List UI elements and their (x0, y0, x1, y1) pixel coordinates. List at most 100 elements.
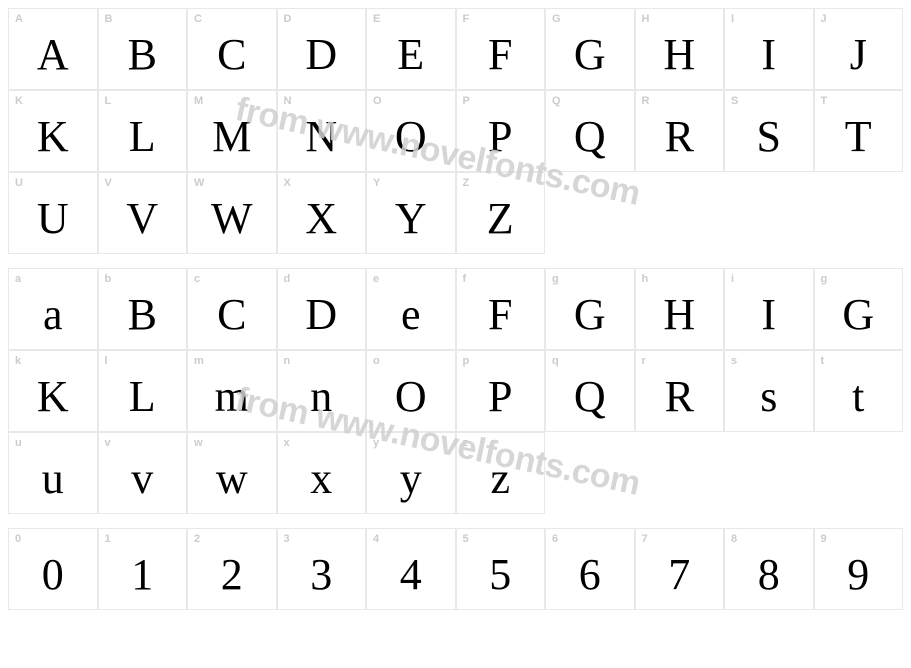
cell-glyph: H (636, 293, 724, 337)
glyph-cell: iI (724, 268, 814, 350)
glyph-cell: GG (545, 8, 635, 90)
glyph-cell: qQ (545, 350, 635, 432)
glyph-cell: mm (187, 350, 277, 432)
glyph-cell: MM (187, 90, 277, 172)
glyph-cell: SS (724, 90, 814, 172)
glyph-cell: 44 (366, 528, 456, 610)
cell-label: e (373, 273, 379, 285)
cell-label: v (105, 437, 111, 449)
glyph-cell: tt (814, 350, 904, 432)
cell-glyph: W (188, 197, 276, 241)
cell-label: r (642, 355, 646, 367)
glyph-cell: pP (456, 350, 546, 432)
cell-glyph: F (457, 33, 545, 77)
cell-label: Q (552, 95, 561, 107)
cell-label: t (821, 355, 825, 367)
cell-glyph: 3 (278, 553, 366, 597)
cell-label: p (463, 355, 470, 367)
cell-glyph: A (9, 33, 97, 77)
glyph-cell: FF (456, 8, 546, 90)
cell-glyph: T (815, 115, 903, 159)
cell-glyph: s (725, 375, 813, 419)
cell-glyph: Q (546, 375, 634, 419)
cell-label: d (284, 273, 291, 285)
cell-label: f (463, 273, 467, 285)
glyph-cell: AA (8, 8, 98, 90)
glyph-cell: yy (366, 432, 456, 514)
cell-glyph: R (636, 115, 724, 159)
glyph-cell: NN (277, 90, 367, 172)
cell-glyph: I (725, 33, 813, 77)
cell-label: M (194, 95, 203, 107)
glyph-cell: cC (187, 268, 277, 350)
cell-label: A (15, 13, 23, 25)
glyph-cell: ss (724, 350, 814, 432)
cell-glyph: N (278, 115, 366, 159)
cell-label: u (15, 437, 22, 449)
glyph-cell (724, 172, 814, 254)
cell-glyph: Y (367, 197, 455, 241)
cell-glyph: 5 (457, 553, 545, 597)
cell-glyph: O (367, 375, 455, 419)
glyph-cell: 11 (98, 528, 188, 610)
cell-glyph: Z (457, 197, 545, 241)
cell-label: 9 (821, 533, 827, 545)
cell-label: q (552, 355, 559, 367)
cell-label: C (194, 13, 202, 25)
cell-glyph: P (457, 375, 545, 419)
cell-label: c (194, 273, 200, 285)
glyph-cell: aa (8, 268, 98, 350)
glyph-cell: YY (366, 172, 456, 254)
glyph-cell: JJ (814, 8, 904, 90)
cell-label: G (552, 13, 561, 25)
cell-label: l (105, 355, 108, 367)
cell-glyph: Q (546, 115, 634, 159)
cell-glyph: 7 (636, 553, 724, 597)
glyph-cell (545, 432, 635, 514)
glyph-cell: OO (366, 90, 456, 172)
section-uppercase: AABBCCDDEEFFGGHHIIJJKKLLMMNNOOPPQQRRSSTT… (8, 8, 903, 254)
glyph-cell: nn (277, 350, 367, 432)
glyph-cell (635, 432, 725, 514)
glyph-cell: HH (635, 8, 725, 90)
glyph-cell: RR (635, 90, 725, 172)
cell-label: g (821, 273, 828, 285)
cell-label: z (463, 437, 469, 449)
cell-label: P (463, 95, 470, 107)
glyph-cell: kK (8, 350, 98, 432)
glyph-cell: TT (814, 90, 904, 172)
cell-glyph: G (546, 293, 634, 337)
glyph-cell: ZZ (456, 172, 546, 254)
cell-label: 6 (552, 533, 558, 545)
glyph-cell: II (724, 8, 814, 90)
cell-label: W (194, 177, 204, 189)
glyph-cell: UU (8, 172, 98, 254)
glyph-cell: bB (98, 268, 188, 350)
glyph-cell: fF (456, 268, 546, 350)
cell-label: I (731, 13, 734, 25)
cell-glyph: v (99, 457, 187, 501)
cell-label: y (373, 437, 379, 449)
cell-label: S (731, 95, 738, 107)
glyph-cell (635, 172, 725, 254)
cell-label: K (15, 95, 23, 107)
cell-glyph: S (725, 115, 813, 159)
glyph-cell: oO (366, 350, 456, 432)
cell-label: O (373, 95, 382, 107)
cell-glyph: D (278, 33, 366, 77)
glyph-cell: 55 (456, 528, 546, 610)
cell-label: 3 (284, 533, 290, 545)
cell-glyph: e (367, 293, 455, 337)
cell-label: X (284, 177, 291, 189)
cell-glyph: 8 (725, 553, 813, 597)
glyph-cell: PP (456, 90, 546, 172)
cell-glyph: M (188, 115, 276, 159)
cell-glyph: I (725, 293, 813, 337)
cell-label: b (105, 273, 112, 285)
cell-glyph: C (188, 33, 276, 77)
cell-label: E (373, 13, 380, 25)
cell-label: T (821, 95, 828, 107)
cell-glyph: L (99, 115, 187, 159)
cell-glyph: E (367, 33, 455, 77)
cell-label: H (642, 13, 650, 25)
